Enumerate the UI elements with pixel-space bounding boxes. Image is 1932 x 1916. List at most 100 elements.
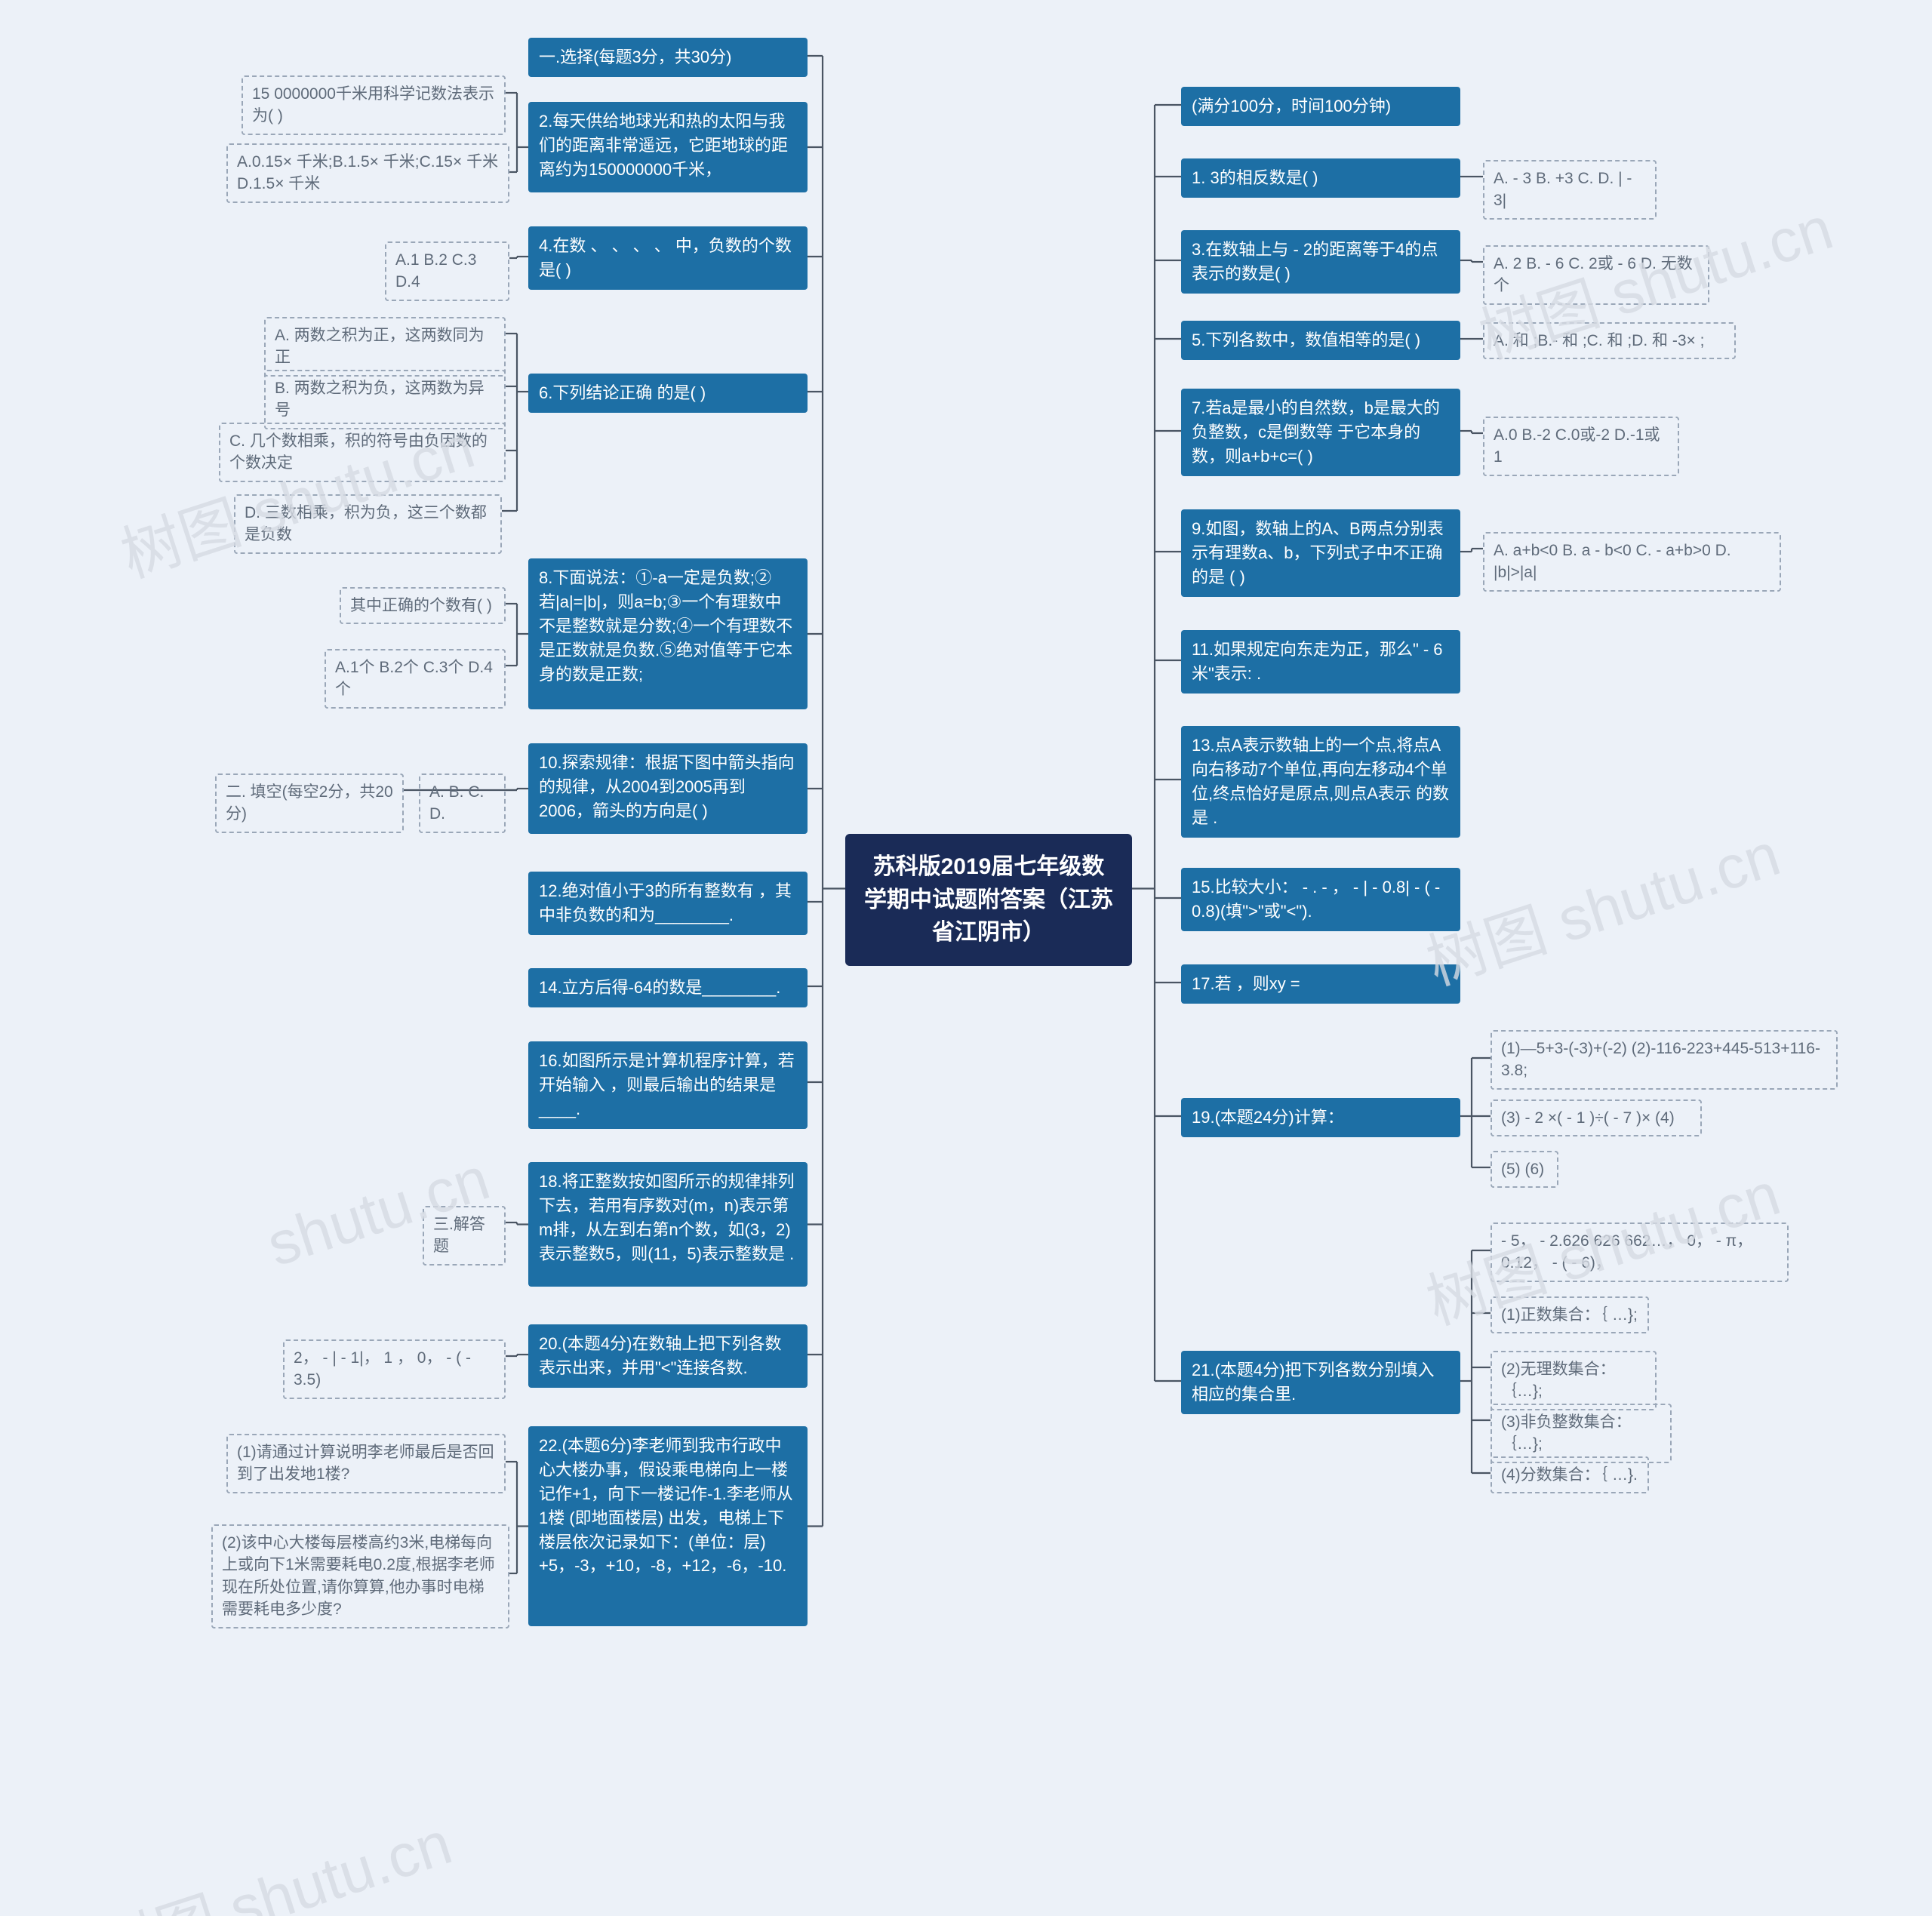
node-label: - 5， - 2.626 626 662…， 0， - π， 0.12， - (… xyxy=(1501,1232,1752,1272)
node-label: (4)分数集合：｛ …}. xyxy=(1501,1466,1638,1484)
node-label: 1. 3的相反数是( ) xyxy=(1192,168,1318,187)
node-label: 14.立方后得-64的数是________. xyxy=(539,978,780,997)
topic-node: (满分100分，时间100分钟) xyxy=(1181,87,1460,126)
node-label: A. a+b<0 B. a - b<0 C. - a+b>0 D. |b|>|a… xyxy=(1494,542,1731,581)
node-label: (1)—5+3-(-3)+(-2) (2)-116-223+445-513+11… xyxy=(1501,1040,1820,1079)
node-label: A.0 B.-2 C.0或-2 D.-1或1 xyxy=(1494,426,1660,466)
node-label: 二. 填空(每空2分，共20分) xyxy=(226,783,393,823)
node-label: 18.将正整数按如图所示的规律排列下去，若用有序数对(m，n)表示第m排，从左到… xyxy=(539,1172,795,1263)
leaf-node: 15 0000000千米用科学记数法表示为( ) xyxy=(242,75,506,135)
node-label: 8.下面说法：①-a一定是负数;②若|a|=|b|，则a=b;③一个有理数中 不… xyxy=(539,568,792,684)
leaf-node: (1)请通过计算说明李老师最后是否回到了出发地1楼? xyxy=(226,1434,506,1493)
leaf-node: C. 几个数相乘，积的符号由负因数的个数决定 xyxy=(219,423,506,482)
node-label: 13.点A表示数轴上的一个点,将点A向右移动7个单位,再向左移动4个单位,终点恰… xyxy=(1192,736,1449,827)
topic-node: 12.绝对值小于3的所有整数有 ，其中非负数的和为________. xyxy=(528,872,808,935)
leaf-node: A. 和 ;B.- 和 ;C. 和 ;D. 和 -3× ; xyxy=(1483,322,1736,359)
leaf-node: (3) - 2 ×( - 1 )÷( - 7 )× (4) xyxy=(1491,1099,1702,1136)
node-label: A. 和 ;B.- 和 ;C. 和 ;D. 和 -3× ; xyxy=(1494,332,1704,349)
leaf-node: A.0.15× 千米;B.1.5× 千米;C.15× 千米 D.1.5× 千米 xyxy=(226,143,509,203)
node-label: A. - 3 B. +3 C. D. | - 3| xyxy=(1494,170,1632,209)
leaf-node: B. 两数之积为负，这两数为异号 xyxy=(264,370,506,429)
node-label: A.1 B.2 C.3 D.4 xyxy=(395,251,476,291)
node-label: A.0.15× 千米;B.1.5× 千米;C.15× 千米 D.1.5× 千米 xyxy=(237,153,498,192)
leaf-node: A.0 B.-2 C.0或-2 D.-1或1 xyxy=(1483,417,1679,476)
topic-node: 7.若a是最小的自然数，b是最大的负整数，c是倒数等 于它本身的数，则a+b+c… xyxy=(1181,389,1460,476)
topic-node: 15.比较大小： - . - ， - | - 0.8| - ( - 0.8)(填… xyxy=(1181,868,1460,931)
topic-node: 16.如图所示是计算机程序计算，若开始输入 ，则最后输出的结果是____. xyxy=(528,1041,808,1129)
topic-node: 17.若 ，则xy = xyxy=(1181,964,1460,1004)
node-label: 11.如果规定向东走为正，那么" - 6米"表示: . xyxy=(1192,640,1443,683)
leaf-node: (3)非负整数集合：｛…}; xyxy=(1491,1404,1672,1463)
node-label: 其中正确的个数有( ) xyxy=(350,597,492,614)
node-label: A.1个 B.2个 C.3个 D.4个 xyxy=(335,659,493,698)
node-label: (2)无理数集合：｛…}; xyxy=(1501,1361,1616,1400)
node-label: 10.探索规律：根据下图中箭头指向的规律，从2004到2005再到2006，箭头… xyxy=(539,753,795,820)
node-label: B. 两数之积为负，这两数为异号 xyxy=(275,380,485,419)
topic-node: 8.下面说法：①-a一定是负数;②若|a|=|b|，则a=b;③一个有理数中 不… xyxy=(528,558,808,709)
topic-node: 一.选择(每题3分，共30分) xyxy=(528,38,808,77)
topic-node: 2.每天供给地球光和热的太阳与我们的距离非常遥远，它距地球的距离约为150000… xyxy=(528,102,808,192)
topic-node: 19.(本题24分)计算： xyxy=(1181,1098,1460,1137)
node-label: 17.若 ，则xy = xyxy=(1192,974,1300,993)
leaf-node: - 5， - 2.626 626 662…， 0， - π， 0.12， - (… xyxy=(1491,1222,1789,1282)
node-label: 21.(本题4分)把下列各数分别填入相应的集合里. xyxy=(1192,1361,1434,1404)
node-label: 20.(本题4分)在数轴上把下列各数表示出来，并用"<"连接各数. xyxy=(539,1334,781,1377)
node-label: 2.每天供给地球光和热的太阳与我们的距离非常遥远，它距地球的距离约为150000… xyxy=(539,112,788,179)
node-label: 22.(本题6分)李老师到我市行政中心大楼办事，假设乘电梯向上一楼记作+1，向下… xyxy=(539,1436,793,1575)
node-label: (3)非负整数集合：｛…}; xyxy=(1501,1413,1632,1453)
root-node: 苏科版2019届七年级数学期中试题附答案（江苏省江阴市） xyxy=(845,834,1132,966)
leaf-node: (4)分数集合：｛ …}. xyxy=(1491,1456,1649,1493)
leaf-node: 二. 填空(每空2分，共20分) xyxy=(215,773,404,833)
leaf-node: (2)该中心大楼每层楼高约3米,电梯每向上或向下1米需要耗电0.2度,根据李老师… xyxy=(211,1524,509,1628)
node-label: 9.如图，数轴上的A、B两点分别表示有理数a、b，下列式子中不正确的是 ( ) xyxy=(1192,519,1444,586)
node-label: 2， - | - 1|， 1 ， 0， - ( - 3.5) xyxy=(294,1349,471,1389)
node-label: 三.解答题 xyxy=(433,1216,485,1255)
node-label: 19.(本题24分)计算： xyxy=(1192,1108,1344,1127)
root-label: 苏科版2019届七年级数学期中试题附答案（江苏省江阴市） xyxy=(864,854,1113,945)
topic-node: 1. 3的相反数是( ) xyxy=(1181,158,1460,198)
watermark: 树图 shutu.cn xyxy=(1414,806,1789,1002)
topic-node: 18.将正整数按如图所示的规律排列下去，若用有序数对(m，n)表示第m排，从左到… xyxy=(528,1162,808,1287)
node-label: 15.比较大小： - . - ， - | - 0.8| - ( - 0.8)(填… xyxy=(1192,878,1440,921)
leaf-node: A. B. C. D. xyxy=(419,773,506,833)
leaf-node: (2)无理数集合：｛…}; xyxy=(1491,1351,1657,1410)
leaf-node: (1)—5+3-(-3)+(-2) (2)-116-223+445-513+11… xyxy=(1491,1030,1838,1090)
topic-node: 4.在数 、 、 、 、 中，负数的个数是( ) xyxy=(528,226,808,290)
watermark: 树图 shutu.cn xyxy=(86,1795,461,1916)
topic-node: 20.(本题4分)在数轴上把下列各数表示出来，并用"<"连接各数. xyxy=(528,1324,808,1388)
node-label: (满分100分，时间100分钟) xyxy=(1192,97,1391,115)
topic-node: 13.点A表示数轴上的一个点,将点A向右移动7个单位,再向左移动4个单位,终点恰… xyxy=(1181,726,1460,838)
node-label: C. 几个数相乘，积的符号由负因数的个数决定 xyxy=(229,432,488,472)
leaf-node: 三.解答题 xyxy=(423,1206,506,1266)
node-label: 15 0000000千米用科学记数法表示为( ) xyxy=(252,85,494,125)
topic-node: 21.(本题4分)把下列各数分别填入相应的集合里. xyxy=(1181,1351,1460,1414)
node-label: 16.如图所示是计算机程序计算，若开始输入 ，则最后输出的结果是____. xyxy=(539,1051,795,1118)
leaf-node: 其中正确的个数有( ) xyxy=(340,587,506,624)
topic-node: 3.在数轴上与 - 2的距离等于4的点表示的数是( ) xyxy=(1181,230,1460,294)
node-label: 3.在数轴上与 - 2的距离等于4的点表示的数是( ) xyxy=(1192,240,1438,283)
node-label: (2)该中心大楼每层楼高约3米,电梯每向上或向下1米需要耗电0.2度,根据李老师… xyxy=(222,1534,495,1618)
topic-node: 6.下列结论正确 的是( ) xyxy=(528,374,808,413)
node-label: (1)请通过计算说明李老师最后是否回到了出发地1楼? xyxy=(237,1444,494,1483)
topic-node: 5.下列各数中，数值相等的是( ) xyxy=(1181,321,1460,360)
node-label: A. 2 B. - 6 C. 2或 - 6 D. 无数个 xyxy=(1494,255,1693,294)
leaf-node: A.1个 B.2个 C.3个 D.4个 xyxy=(325,649,506,709)
node-label: 6.下列结论正确 的是( ) xyxy=(539,383,706,402)
leaf-node: (5) (6) xyxy=(1491,1151,1558,1188)
leaf-node: D. 三数相乘，积为负，这三个数都是负数 xyxy=(234,494,502,554)
leaf-node: A.1 B.2 C.3 D.4 xyxy=(385,241,509,301)
topic-node: 14.立方后得-64的数是________. xyxy=(528,968,808,1007)
topic-node: 22.(本题6分)李老师到我市行政中心大楼办事，假设乘电梯向上一楼记作+1，向下… xyxy=(528,1426,808,1626)
node-label: 12.绝对值小于3的所有整数有 ，其中非负数的和为________. xyxy=(539,881,792,924)
node-label: A. B. C. D. xyxy=(429,783,484,823)
node-label: 一.选择(每题3分，共30分) xyxy=(539,48,731,66)
node-label: (1)正数集合：｛ …}; xyxy=(1501,1306,1638,1324)
topic-node: 11.如果规定向东走为正，那么" - 6米"表示: . xyxy=(1181,630,1460,694)
leaf-node: 2， - | - 1|， 1 ， 0， - ( - 3.5) xyxy=(283,1339,506,1399)
leaf-node: (1)正数集合：｛ …}; xyxy=(1491,1296,1649,1333)
node-label: 7.若a是最小的自然数，b是最大的负整数，c是倒数等 于它本身的数，则a+b+c… xyxy=(1192,398,1440,466)
node-label: D. 三数相乘，积为负，这三个数都是负数 xyxy=(245,504,487,543)
node-label: (5) (6) xyxy=(1501,1161,1544,1178)
leaf-node: A. 两数之积为正，这两数同为正 xyxy=(264,317,506,377)
topic-node: 9.如图，数轴上的A、B两点分别表示有理数a、b，下列式子中不正确的是 ( ) xyxy=(1181,509,1460,597)
